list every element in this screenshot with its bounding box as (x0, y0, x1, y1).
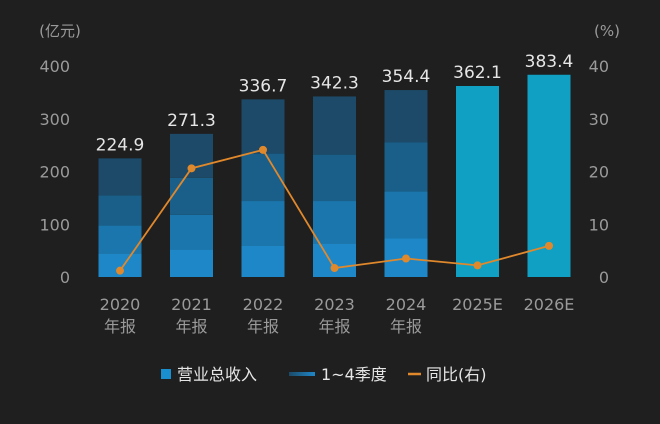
x-tick-label: 年报 (175, 317, 207, 336)
left-axis-unit: (亿元) (39, 22, 81, 40)
bar-value-label: 224.9 (96, 135, 145, 155)
bar-segment-q3 (241, 153, 285, 202)
bar-segment-q4 (313, 96, 356, 155)
bar-segment-q1 (98, 253, 142, 277)
bar-segment-q3 (313, 154, 356, 202)
x-tick-label: 年报 (104, 317, 136, 336)
left-tick-label: 400 (39, 57, 70, 76)
yoy-point (187, 164, 196, 173)
bar-value-label: 342.3 (310, 73, 359, 93)
yoy-point (402, 254, 410, 263)
bar-segment-q1 (170, 249, 213, 277)
left-tick-label: 100 (39, 215, 70, 234)
left-tick-label: 0 (60, 268, 70, 287)
bar-segment-q3 (384, 142, 428, 192)
right-tick-label: 30 (589, 110, 609, 129)
left-tick-label: 300 (39, 110, 70, 129)
bars (98, 74, 571, 277)
x-tick-label: 年报 (247, 317, 279, 336)
bar-value-label: 271.3 (167, 111, 216, 131)
bar-value-label: 354.4 (382, 67, 431, 87)
x-tick-label: 2025E (452, 295, 503, 314)
bar-segment-q3 (170, 177, 213, 215)
x-tick-label: 2024 (386, 295, 427, 314)
x-tick-label: 2021 (171, 295, 212, 314)
bar-total (456, 85, 499, 277)
axes: 0 100 200 300 400 0 10 20 30 40 (39, 57, 609, 287)
legend-marker-quarters (289, 372, 315, 376)
right-tick-label: 40 (589, 57, 609, 76)
bar-segment-q2 (384, 191, 428, 239)
yoy-point (259, 145, 267, 154)
legend: 营业总收入 1~4季度 同比(右) (161, 365, 487, 384)
x-tick-label: 2020 (100, 295, 141, 314)
right-tick-label: 0 (599, 268, 609, 287)
yoy-point (473, 261, 482, 270)
yoy-line (116, 145, 553, 275)
x-tick-label: 2023 (314, 295, 355, 314)
bar-value-label: 362.1 (453, 63, 502, 83)
bar-segment-q4 (384, 90, 428, 143)
bar-value-label: 383.4 (525, 52, 574, 72)
bar-segment-q4 (241, 99, 285, 154)
bar-segment-q2 (241, 201, 285, 246)
x-axis-labels: 2020 年报 2021 年报 2022 年报 2023 年报 2024 年报 2025E 2026E (100, 295, 575, 336)
bar-value-label: 336.7 (239, 76, 288, 96)
data-labels: 224.9 271.3 336.7 342.3 354.4 362.1 383.4 (96, 52, 574, 156)
right-tick-label: 20 (589, 163, 609, 182)
bar-segment-q4 (98, 158, 142, 196)
x-tick-label: 2026E (524, 295, 575, 314)
yoy-point (545, 241, 553, 250)
legend-label-yoy: 同比(右) (426, 365, 487, 384)
bar-segment-q2 (313, 201, 356, 244)
legend-label-quarters: 1~4季度 (321, 365, 387, 384)
yoy-point (116, 266, 124, 275)
right-tick-label: 10 (589, 215, 609, 234)
bar-segment-q3 (98, 195, 142, 226)
bar-segment-q1 (241, 245, 285, 277)
right-axis-unit: (%) (594, 22, 620, 40)
bar-segment-q2 (170, 214, 213, 250)
left-tick-label: 200 (39, 163, 70, 182)
x-tick-label: 2022 (243, 295, 284, 314)
legend-label-total: 营业总收入 (177, 365, 257, 384)
x-tick-label: 年报 (390, 317, 422, 336)
x-tick-label: 年报 (318, 317, 350, 336)
legend-marker-total (161, 369, 171, 379)
yoy-point (330, 264, 339, 273)
